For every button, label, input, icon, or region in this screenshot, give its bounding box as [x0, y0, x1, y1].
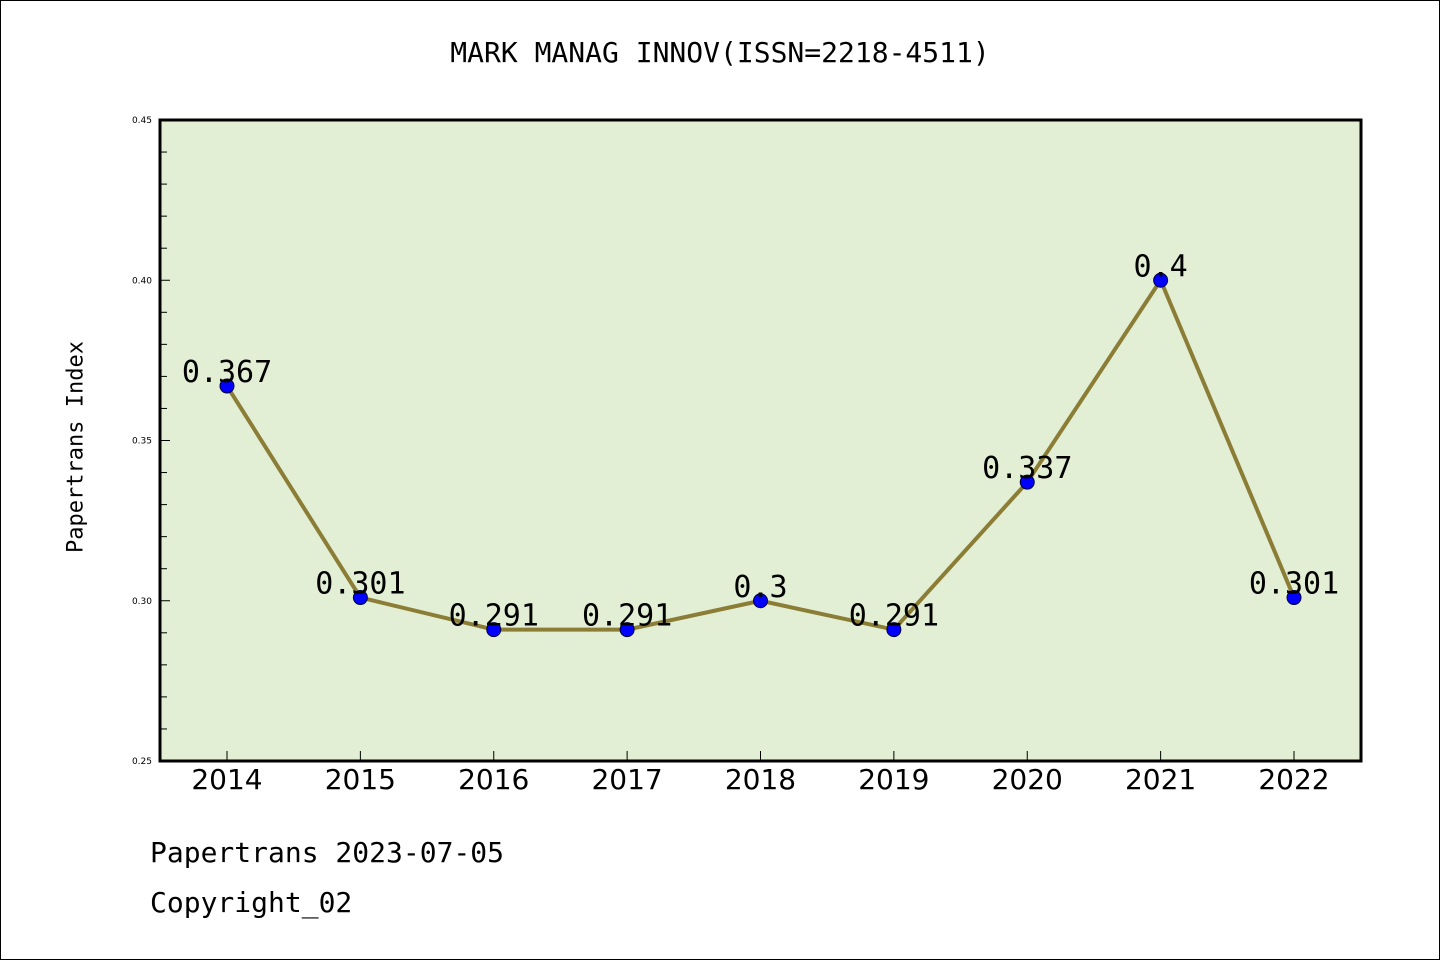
- x-tick-label: 2020: [992, 763, 1063, 796]
- data-point: [619, 622, 635, 638]
- x-tick-label: 2022: [1258, 763, 1329, 796]
- chart-title: MARK MANAG INNOV(ISSN=2218-4511): [450, 36, 990, 69]
- y-tick-label: 0.35: [132, 437, 152, 447]
- data-point: [1019, 474, 1035, 490]
- x-tick-label: 2018: [725, 763, 796, 796]
- data-label: 0.291: [582, 599, 672, 634]
- data-point: [753, 593, 768, 609]
- footer-copyright: Copyright_02: [150, 886, 353, 919]
- x-tick-label: 2015: [325, 763, 396, 796]
- data-point: [886, 622, 902, 638]
- data-label: 0.367: [182, 355, 272, 390]
- data-label: 0.301: [1249, 567, 1339, 602]
- footer-date: Papertrans 2023-07-05: [150, 836, 505, 869]
- data-label: 0.291: [849, 599, 939, 634]
- plot-area: [160, 120, 1361, 761]
- y-tick-label: 0.25: [132, 757, 152, 767]
- y-tick-label: 0.45: [132, 116, 152, 126]
- data-point: [219, 378, 235, 394]
- y-tick-label: 0.30: [132, 597, 152, 607]
- x-tick-label: 2021: [1125, 763, 1196, 796]
- data-point: [1286, 590, 1302, 606]
- plot-border: [158, 118, 1363, 763]
- data-label: 0.337: [982, 451, 1072, 486]
- data-point: [486, 622, 502, 638]
- x-tick-label: 2016: [458, 763, 529, 796]
- data-point: [352, 590, 368, 606]
- data-label: 0.4: [1134, 249, 1188, 284]
- data-label: 0.3: [733, 570, 787, 605]
- data-label: 0.301: [315, 567, 405, 602]
- y-tick-label: 0.40: [132, 276, 152, 286]
- x-tick-label: 2014: [191, 763, 262, 796]
- data-point: [1153, 272, 1169, 288]
- x-tick-label: 2017: [591, 763, 662, 796]
- x-tick-label: 2019: [858, 763, 929, 796]
- data-label: 0.291: [449, 599, 539, 634]
